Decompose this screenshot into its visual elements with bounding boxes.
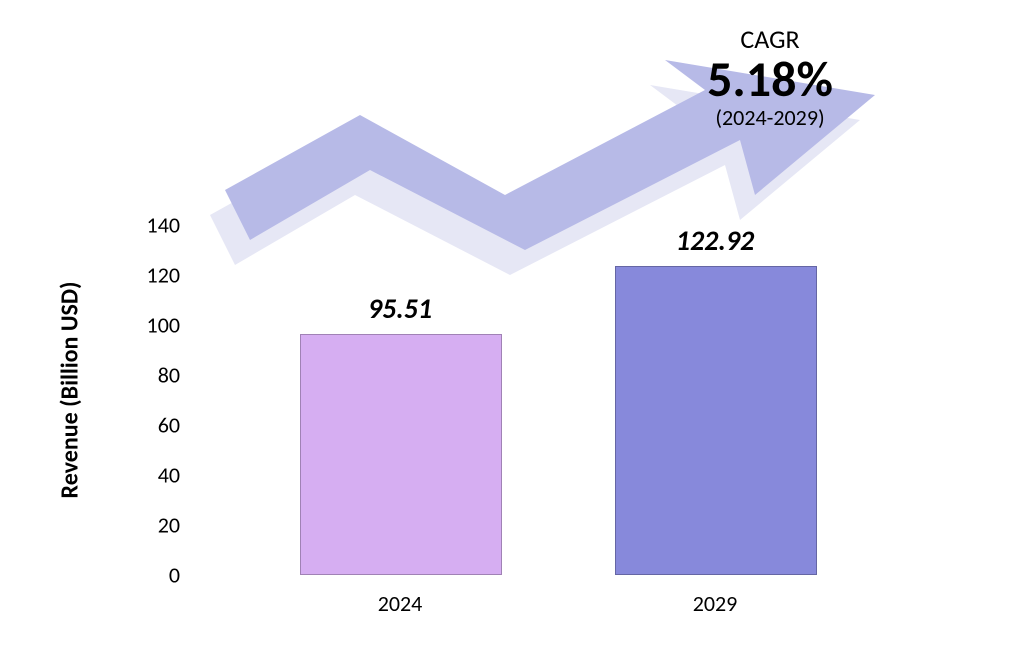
- bar-value-label: 95.51: [368, 291, 432, 326]
- cagr-value: 5.18%: [590, 54, 950, 107]
- y-tick-label: 60: [158, 412, 180, 439]
- x-category-label: 2029: [693, 590, 738, 617]
- y-axis-label: Revenue (Billion USD): [56, 282, 85, 499]
- bar-value-label: 122.92: [676, 223, 754, 258]
- y-tick-label: 40: [158, 462, 180, 489]
- bar: [615, 266, 817, 575]
- cagr-period: (2024-2029): [590, 106, 950, 130]
- plot-area: 02040608010012014095.512024122.922029: [195, 225, 875, 575]
- x-category-label: 2024: [378, 590, 423, 617]
- y-tick-label: 20: [158, 512, 180, 539]
- chart-stage: CAGR 5.18% (2024-2029) Revenue (Billion …: [0, 0, 1024, 671]
- cagr-callout: CAGR 5.18% (2024-2029): [590, 25, 950, 130]
- y-tick-label: 80: [158, 362, 180, 389]
- bar: [300, 334, 502, 575]
- y-tick-label: 100: [147, 312, 180, 339]
- y-tick-label: 0: [169, 562, 180, 589]
- y-tick-label: 140: [147, 212, 180, 239]
- y-tick-label: 120: [147, 262, 180, 289]
